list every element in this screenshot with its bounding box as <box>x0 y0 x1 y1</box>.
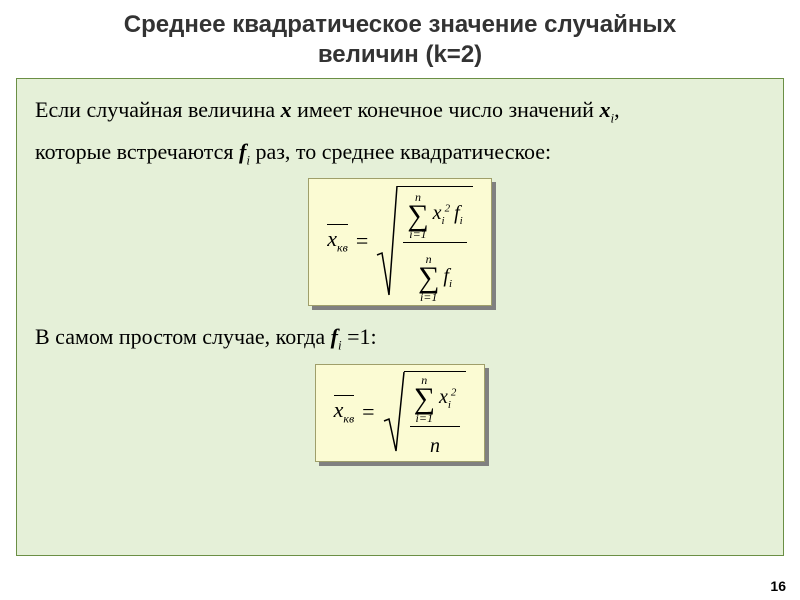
sub-i: i <box>448 399 451 411</box>
square-root: n ∑ i=1 xi2 fi <box>376 185 472 297</box>
fraction: n ∑ i=1 xi2 n <box>410 366 461 460</box>
title-line-2: величин (k=2) <box>318 41 482 68</box>
numerator: n ∑ i=1 xi2 <box>410 366 461 424</box>
sigma-icon: ∑ <box>418 265 439 291</box>
text: =1: <box>342 324 377 349</box>
text: имеет конечное число значений <box>292 97 600 122</box>
fi: fi <box>454 203 463 227</box>
formula-2-box: xкв = n <box>315 364 486 462</box>
fraction-line <box>403 242 466 243</box>
paragraph-3: В самом простом случае, когда fi =1: <box>35 320 765 356</box>
fraction-line <box>410 426 461 427</box>
sub-i: i <box>449 278 452 290</box>
denominator-n: n <box>430 429 440 460</box>
fi: fi <box>443 266 452 290</box>
slide-title: Среднее квадратическое значение случайны… <box>0 0 800 78</box>
equation-1: xкв = n <box>327 185 472 297</box>
text: Если случайная величина <box>35 97 281 122</box>
formula-1-row: xкв = n <box>35 178 765 306</box>
overline <box>334 395 355 396</box>
sum-lower: i=1 <box>416 412 433 424</box>
paragraph-1: Если случайная величина х имеет конечное… <box>35 93 765 129</box>
sub-kv: кв <box>343 411 354 425</box>
radicand: n ∑ i=1 xi2 fi <box>397 186 472 297</box>
radicand: n ∑ i=1 xi2 n <box>404 371 467 452</box>
square-root: n ∑ i=1 xi2 n <box>383 371 467 453</box>
x: x <box>439 386 448 408</box>
formula-1-box: xкв = n <box>308 178 491 306</box>
text: которые встречаются <box>35 139 239 164</box>
sub-kv: кв <box>337 241 348 255</box>
formula-2-row: xкв = n <box>35 364 765 462</box>
text: , <box>614 97 620 122</box>
sigma-icon: ∑ <box>414 386 435 412</box>
fraction: n ∑ i=1 xi2 fi <box>403 183 466 303</box>
denominator: n ∑ i=1 fi <box>414 245 456 303</box>
title-line-1: Среднее квадратическое значение случайны… <box>124 11 676 38</box>
var-xi: х <box>599 97 610 122</box>
equals-sign: = <box>356 228 368 254</box>
x-bar-kv: xкв <box>334 397 355 426</box>
sub-i: i <box>460 215 463 227</box>
paragraph-2: которые встречаются fi раз, то среднее к… <box>35 135 765 171</box>
text: В самом простом случае, когда <box>35 324 331 349</box>
sub-i: i <box>442 215 445 227</box>
xi-squared: xi2 <box>439 387 456 411</box>
sum-symbol: n ∑ i=1 <box>418 253 439 303</box>
sum-lower: i=1 <box>409 228 426 240</box>
xi-squared: xi2 <box>433 203 450 227</box>
sup-2: 2 <box>445 203 451 215</box>
sum-lower: i=1 <box>420 291 437 303</box>
sum-symbol: n ∑ i=1 <box>407 191 428 241</box>
x: x <box>433 202 442 224</box>
radical-icon <box>383 371 405 453</box>
equals-sign: = <box>362 399 374 425</box>
sup-2: 2 <box>451 386 457 398</box>
content-panel: Если случайная величина х имеет конечное… <box>16 78 784 556</box>
var-fi: f <box>331 324 338 349</box>
radical-icon <box>376 185 398 297</box>
equation-2: xкв = n <box>334 371 467 453</box>
var-x: x <box>334 397 344 422</box>
text: раз, то среднее квадратическое: <box>250 139 551 164</box>
page-number: 16 <box>770 578 786 594</box>
x-bar-kv: xкв <box>327 226 348 255</box>
var-x: х <box>281 97 292 122</box>
sum-symbol: n ∑ i=1 <box>414 374 435 424</box>
var-x: x <box>327 226 337 251</box>
overline <box>327 224 348 225</box>
sigma-icon: ∑ <box>407 203 428 229</box>
numerator: n ∑ i=1 xi2 fi <box>403 183 466 241</box>
